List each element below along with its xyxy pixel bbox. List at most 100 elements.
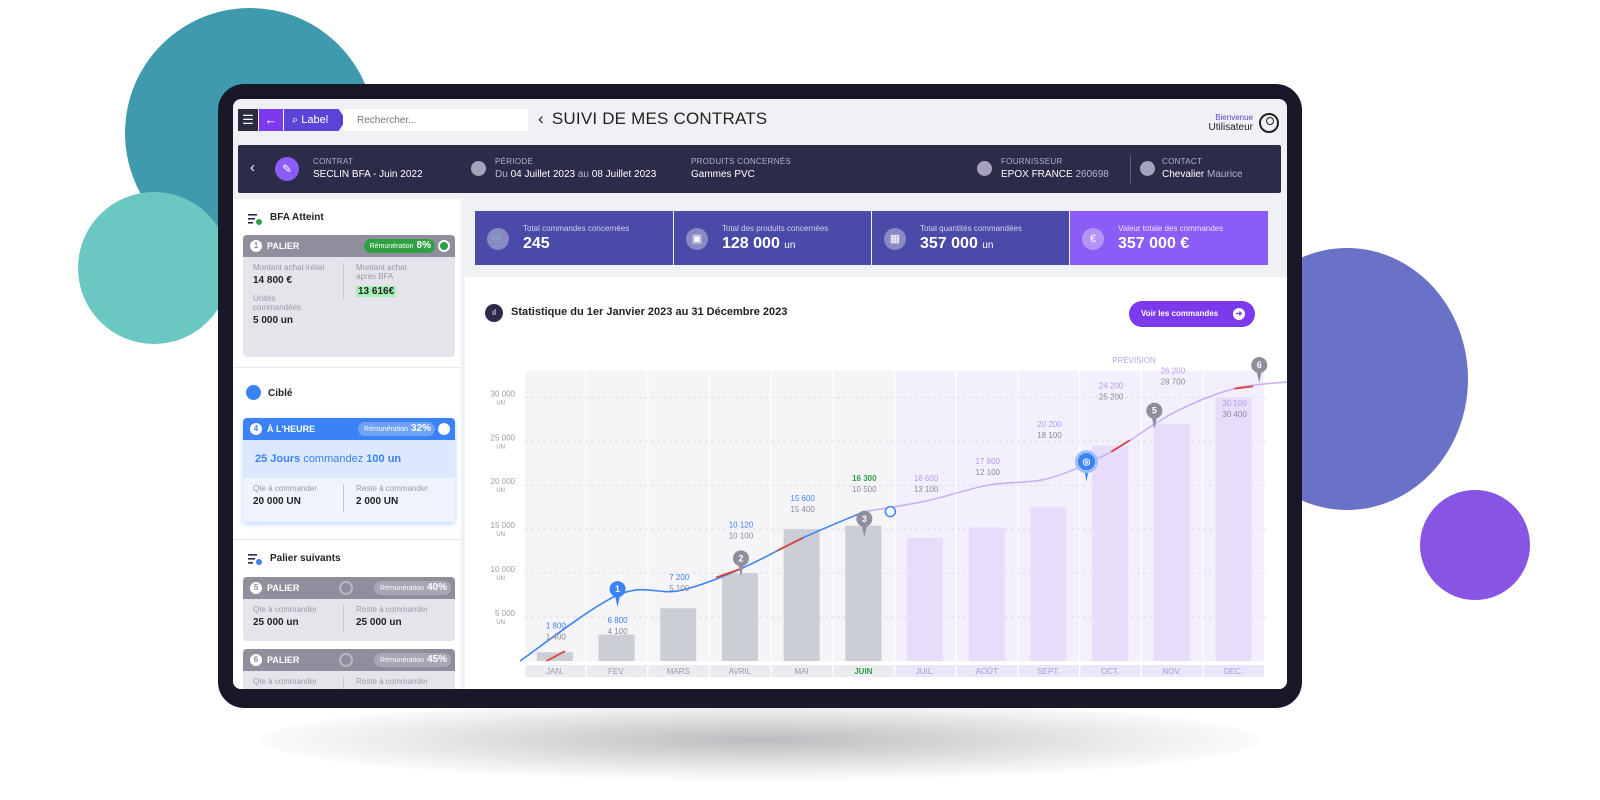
page-title: ‹ SUIVI DE MES CONTRATS	[538, 109, 767, 129]
field-value-highlight: 13 616€	[356, 286, 397, 297]
x-tick-label: JUIN	[854, 667, 872, 676]
period-end: 08 Juillet 2023	[591, 169, 657, 180]
field-label: Reste à commander	[356, 677, 429, 686]
box-icon: ▣	[686, 228, 708, 250]
next-card[interactable]: 6 PALIER Rémunération 45% Qte à commander…	[243, 649, 455, 689]
target-days: 25 Jours	[255, 453, 301, 465]
user-avatar-icon[interactable]	[1259, 113, 1279, 133]
tier-crossing-segment	[1110, 439, 1131, 453]
y-tick-label: 30 000	[491, 389, 516, 398]
kpi-number: 245	[523, 235, 550, 252]
products-value: Gammes PVC	[691, 169, 755, 180]
statistics-panel: ıl Statistique du 1er Janvier 2023 au 31…	[465, 277, 1287, 689]
next-card[interactable]: 5 PALIER Rémunération 40% Qte à commander…	[243, 577, 455, 641]
chart-bar	[1215, 397, 1252, 661]
x-label-bg	[1080, 665, 1141, 677]
x-tick-label: JUIL.	[916, 667, 935, 676]
x-tick-label: NOV.	[1162, 667, 1181, 676]
annotation-top: 6 800	[608, 616, 629, 625]
milestone-label: ◎	[1083, 457, 1091, 467]
target-card-title: À L'HEURE	[267, 424, 316, 434]
annotation-top: 26 200	[1161, 367, 1186, 376]
x-tick-label: FEV.	[608, 667, 625, 676]
chart-bar	[1030, 507, 1067, 661]
prevision-label: PRÉVISION	[1112, 356, 1156, 365]
welcome-text: Bienvenue	[1215, 113, 1253, 122]
field-value: 5 000 un	[253, 315, 294, 326]
field-label: Montant achat initial	[253, 263, 325, 272]
badge-value: 40%	[426, 582, 447, 593]
annotation-top: 24 200	[1099, 382, 1124, 391]
chevron-left-icon[interactable]: ‹	[250, 159, 255, 176]
bfa-card-body: Montant achat initial 14 800 € Montant a…	[243, 257, 455, 357]
tier-crossing-segment	[777, 537, 804, 552]
next-card-body: Qte à commander Reste à commander	[243, 671, 455, 689]
annotation-top: 10 120	[729, 520, 754, 529]
bfa-card[interactable]: 1 PALIER Rémunération 8% Montant achat in…	[243, 235, 455, 357]
step-number: 6	[250, 654, 262, 666]
cumulative-line	[519, 510, 865, 662]
milestone-pin	[856, 510, 873, 527]
after-bfa-column: Montant achat après BFA 13 616€	[343, 263, 426, 299]
contact-field: CONTACT Chevalier Maurice	[1162, 157, 1243, 180]
milestone-label: 5	[1152, 406, 1157, 416]
y-tick-unit: UN	[496, 576, 505, 582]
products-key: PRODUITS CONCERNÉS	[691, 157, 792, 166]
search-tag[interactable]: ⌕ Label	[284, 109, 346, 131]
target-qty: 100 un	[366, 453, 402, 465]
x-label-bg	[1018, 665, 1079, 677]
badge-label: Rémunération	[369, 243, 414, 250]
chart-column-bg	[525, 371, 586, 661]
field-value: 14 800 €	[253, 275, 292, 286]
back-arrow-icon[interactable]: ←	[259, 109, 283, 131]
target-message: 25 Jours commandez 100 un	[243, 440, 455, 478]
annotation-bottom: 12 100	[976, 468, 1001, 477]
search-input[interactable]	[343, 109, 528, 131]
field-label: Unités commandées	[253, 294, 302, 312]
x-tick-label: OCT.	[1101, 667, 1119, 676]
y-tick-label: 5 000	[495, 609, 516, 618]
tier-crossing-segment	[546, 650, 566, 662]
kpi-number: 128 000	[722, 235, 780, 252]
divider	[233, 367, 461, 368]
chart-bar	[1092, 445, 1129, 661]
view-orders-button[interactable]: Voir les commandes ➜	[1129, 301, 1255, 327]
kpi-card: 🛒 Total commandes concernées 245	[475, 211, 673, 265]
field-label: Reste à commander	[356, 605, 429, 614]
y-tick-unit: UN	[496, 488, 505, 494]
next-title: Palier suivants	[270, 553, 341, 564]
field-label: Montant achat après BFA	[356, 263, 407, 281]
app-screen: ☰ ← ⌕ Label ‹ SUIVI DE MES CONTRATS Bienv…	[233, 99, 1287, 689]
annotation-top: 16 600	[914, 474, 939, 483]
period-mid: au	[577, 169, 589, 180]
badge-value: 8%	[416, 240, 431, 251]
badge-value: 32%	[410, 423, 431, 434]
milestone-pin	[1146, 402, 1163, 419]
main-content: 🛒 Total commandes concernées 245 ▣ Total…	[465, 199, 1287, 689]
annotation-top: 16 300	[852, 474, 877, 483]
step-number: 1	[250, 240, 262, 252]
annotation-bottom: 13 100	[914, 485, 939, 494]
supplier-key: FOURNISSEUR	[1001, 157, 1063, 166]
tier-crossing-segment	[1234, 385, 1254, 390]
title-chevron-icon[interactable]: ‹	[538, 109, 544, 128]
period-start: 04 Juillet 2023	[510, 169, 576, 180]
milestone-label: 1	[615, 584, 620, 594]
target-card[interactable]: 4 À L'HEURE Rémunération 32% 25 Jours com…	[243, 418, 455, 522]
x-label-bg	[771, 665, 833, 677]
kpi-card: ▣ Total des produits concernées 128 000 …	[674, 211, 871, 265]
menu-icon[interactable]: ☰	[238, 109, 258, 131]
field-value: 20 000 UN	[253, 496, 301, 507]
contact-last: Maurice	[1207, 169, 1243, 180]
chart-column-bg	[586, 371, 648, 661]
badge-label: Rémunération	[380, 657, 424, 664]
target-icon	[339, 653, 353, 667]
target-icon	[339, 581, 353, 595]
remuneration-badge: Rémunération 40%	[374, 581, 451, 595]
kpi-value: 357 000 €	[1118, 235, 1189, 253]
milestone-pin	[609, 581, 626, 598]
x-tick-label: DEC.	[1224, 667, 1243, 676]
x-tick-label: AOÛT	[976, 667, 998, 676]
page-title-text: SUIVI DE MES CONTRATS	[551, 109, 768, 128]
x-tick-label: MARS	[667, 667, 690, 676]
